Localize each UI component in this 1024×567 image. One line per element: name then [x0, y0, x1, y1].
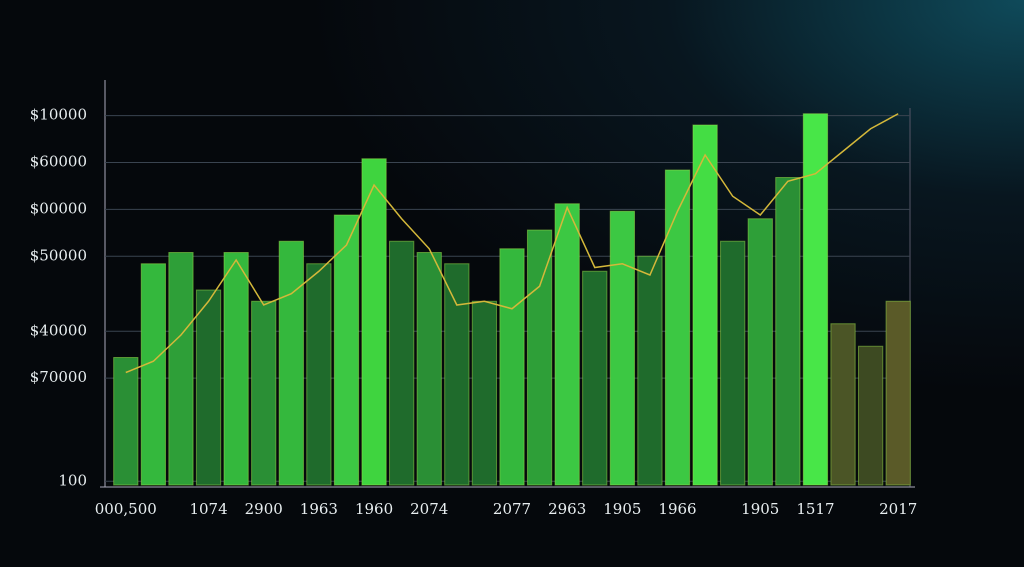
y-tick-label: 100 — [58, 471, 87, 489]
bar — [526, 229, 553, 486]
bar — [195, 289, 222, 486]
x-tick-label: 1517 — [796, 500, 834, 518]
bar — [802, 113, 829, 486]
y-tick-label: $60000 — [30, 153, 87, 171]
bar — [140, 263, 167, 486]
x-tick-label: 1966 — [658, 500, 696, 518]
y-tick-label: $70000 — [30, 368, 87, 386]
x-tick-label: 2017 — [879, 500, 917, 518]
x-tick-label: 1960 — [355, 500, 393, 518]
x-tick-label: 1905 — [603, 500, 641, 518]
x-tick-label: 2074 — [410, 500, 448, 518]
bar — [223, 252, 249, 486]
x-tick-label: 2077 — [493, 500, 531, 518]
line — [125, 113, 899, 374]
x-tick-label: 1074 — [189, 500, 227, 518]
x-tick-label: 1905 — [741, 500, 779, 518]
bar — [857, 345, 884, 486]
bar — [720, 240, 746, 486]
bar — [747, 218, 773, 486]
y-tick-label: $50000 — [30, 246, 87, 264]
bar — [444, 263, 470, 486]
y-tick-label: $10000 — [30, 106, 87, 124]
bar — [885, 300, 911, 486]
bar — [113, 357, 139, 486]
x-tick-label: 000,500 — [95, 500, 157, 518]
bar — [333, 214, 360, 486]
y-tick-label: $00000 — [30, 199, 87, 217]
bar — [416, 252, 442, 486]
x-tick-label: 1963 — [300, 500, 338, 518]
bar — [499, 248, 525, 486]
bar — [278, 240, 304, 486]
bar — [582, 270, 608, 486]
bar — [251, 300, 277, 486]
bar — [692, 124, 718, 486]
bar — [554, 203, 580, 486]
bar — [389, 240, 415, 486]
bar — [361, 158, 387, 486]
bar — [609, 210, 635, 486]
y-tick-label: $40000 — [30, 321, 87, 339]
bar — [830, 323, 856, 486]
x-tick-label: 2963 — [548, 500, 586, 518]
bar — [471, 300, 498, 486]
bar — [664, 169, 691, 486]
x-tick-label: 2900 — [245, 500, 283, 518]
bar — [775, 177, 801, 486]
bar — [306, 263, 332, 486]
bar — [637, 255, 663, 486]
bar — [168, 252, 194, 486]
